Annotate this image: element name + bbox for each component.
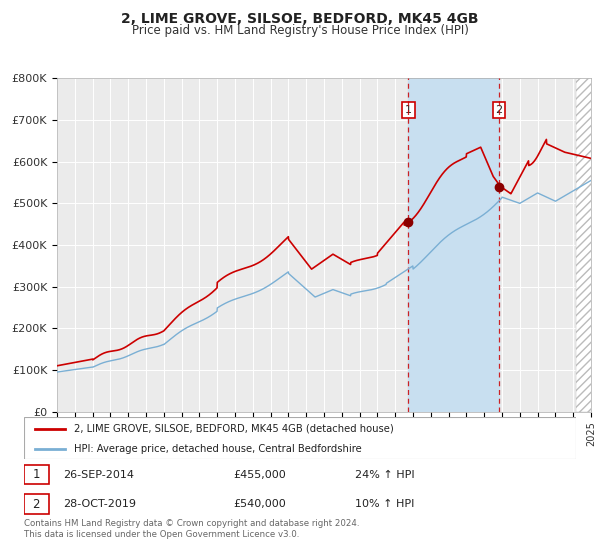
Text: 24% ↑ HPI: 24% ↑ HPI xyxy=(355,470,415,480)
Text: 2, LIME GROVE, SILSOE, BEDFORD, MK45 4GB: 2, LIME GROVE, SILSOE, BEDFORD, MK45 4GB xyxy=(121,12,479,26)
Text: 26-SEP-2014: 26-SEP-2014 xyxy=(62,470,134,480)
Text: Contains HM Land Registry data © Crown copyright and database right 2024.
This d: Contains HM Land Registry data © Crown c… xyxy=(24,519,359,539)
Text: 2, LIME GROVE, SILSOE, BEDFORD, MK45 4GB (detached house): 2, LIME GROVE, SILSOE, BEDFORD, MK45 4GB… xyxy=(74,424,394,434)
Text: 28-OCT-2019: 28-OCT-2019 xyxy=(62,499,136,509)
Text: Price paid vs. HM Land Registry's House Price Index (HPI): Price paid vs. HM Land Registry's House … xyxy=(131,24,469,36)
Text: £455,000: £455,000 xyxy=(234,470,287,480)
Text: HPI: Average price, detached house, Central Bedfordshire: HPI: Average price, detached house, Cent… xyxy=(74,444,361,454)
Text: 2: 2 xyxy=(32,497,40,511)
FancyBboxPatch shape xyxy=(24,494,49,514)
Text: 10% ↑ HPI: 10% ↑ HPI xyxy=(355,499,415,509)
FancyBboxPatch shape xyxy=(24,465,49,484)
Text: 1: 1 xyxy=(405,105,412,115)
Bar xyxy=(409,78,499,412)
Text: £540,000: £540,000 xyxy=(234,499,287,509)
Text: 1: 1 xyxy=(32,468,40,482)
Text: 2: 2 xyxy=(496,105,503,115)
